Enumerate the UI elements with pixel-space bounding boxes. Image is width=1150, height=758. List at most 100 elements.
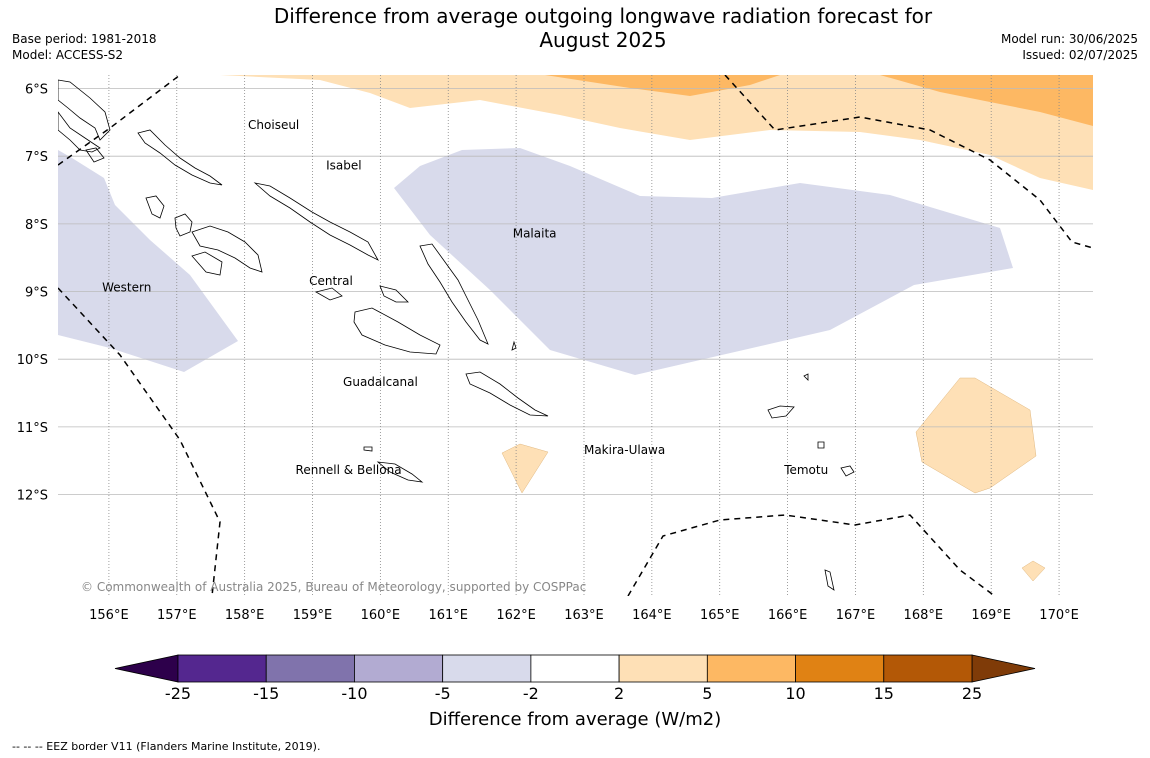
- island-outline-ranongga: [191, 251, 223, 276]
- lon-tick-label: 158°E: [225, 608, 265, 623]
- island-outline-russell: [379, 285, 409, 303]
- colorbar-segment: [883, 654, 973, 683]
- lat-tick-label: 8°S: [25, 218, 48, 233]
- anomaly-fields: [58, 75, 1093, 582]
- colorbar-segment: [530, 654, 620, 683]
- island-outline-temotu-small-4: [824, 569, 835, 591]
- colorbar-tick-label: 2: [614, 684, 624, 703]
- eez-border-northeast: [724, 75, 1093, 249]
- olr-positive-strong-top-right: [880, 75, 1093, 126]
- province-label: Guadalcanal: [343, 375, 418, 389]
- island-outline-temotu-small-3: [803, 373, 809, 381]
- colorbar-segment: [354, 654, 444, 683]
- island-outline-bougainville-north: [58, 111, 101, 153]
- colorbar-tick-label: 5: [702, 684, 712, 703]
- lat-tick-label: 6°S: [25, 83, 48, 98]
- colorbar-segment: [706, 654, 796, 683]
- island-outline-temotu-small-1: [840, 465, 855, 477]
- colorbar-segment: [442, 654, 532, 683]
- colorbar-segment: [618, 654, 708, 683]
- colorbar-tick-label: -25: [165, 684, 191, 703]
- island-outline-new-georgia: [174, 213, 193, 237]
- province-label: Malaita: [513, 226, 557, 240]
- island-outline-santa-cruz: [767, 405, 795, 419]
- run-info: Model run: 30/06/2025 Issued: 02/07/2025: [1001, 31, 1138, 63]
- lon-tick-label: 157°E: [157, 608, 197, 623]
- lat-tick-label: 11°S: [17, 421, 48, 436]
- province-label: Central: [309, 274, 353, 288]
- colorbar-segment: [177, 654, 267, 683]
- title-line-1: Difference from average outgoing longwav…: [273, 4, 933, 28]
- island-outline-bougainville-tip: [58, 79, 111, 141]
- colorbar-tick-label: -5: [435, 684, 451, 703]
- colorbar-tick-label: 25: [962, 684, 982, 703]
- latitude-axis: 6°S 7°S 8°S 9°S 10°S 11°S 12°S: [17, 83, 48, 504]
- colorbar: -25 -15 -10 -5 -2 2 5 10 15 25: [114, 654, 1036, 703]
- province-label: Choiseul: [248, 118, 299, 132]
- island-outline-malaita: [419, 243, 489, 345]
- olr-positive-region-top: [220, 75, 1093, 190]
- gridlines: [58, 75, 1093, 596]
- lon-tick-label: 166°E: [768, 608, 808, 623]
- colorbar-tick-label: -10: [341, 684, 367, 703]
- lon-tick-label: 170°E: [1039, 608, 1079, 623]
- colorbar-tick-label: -2: [523, 684, 539, 703]
- colorbar-label: Difference from average (W/m2): [428, 709, 722, 730]
- eez-border-west: [58, 287, 221, 596]
- lat-tick-label: 10°S: [17, 353, 48, 368]
- lat-tick-label: 12°S: [17, 489, 48, 504]
- island-outline-isabel: [253, 182, 379, 261]
- island-outline-ontong-java: [85, 147, 105, 163]
- olr-positive-region-southeast: [915, 377, 1037, 494]
- coastlines: [58, 79, 855, 591]
- olr-negative-region-central: [394, 148, 1013, 375]
- base-period: Base period: 1981-2018: [12, 32, 157, 46]
- lon-tick-label: 164°E: [632, 608, 672, 623]
- island-outline-western-group: [191, 225, 263, 273]
- base-info: Base period: 1981-2018 Model: ACCESS-S2: [12, 31, 157, 63]
- lat-tick-label: 7°S: [25, 150, 48, 165]
- island-outline-choiseul: [137, 129, 223, 186]
- province-label: Isabel: [326, 159, 361, 173]
- province-label: Temotu: [783, 463, 828, 477]
- model-name: Model: ACCESS-S2: [12, 48, 124, 62]
- province-label: Makira-Ulawa: [584, 443, 665, 457]
- lon-tick-label: 156°E: [89, 608, 129, 623]
- model-run-date: Model run: 30/06/2025: [1000, 32, 1138, 46]
- lon-tick-label: 167°E: [836, 608, 876, 623]
- map-area: [58, 75, 1093, 596]
- copyright-text: © Commonwealth of Australia 2025, Bureau…: [81, 580, 587, 594]
- lat-tick-label: 9°S: [25, 286, 48, 301]
- lon-tick-label: 169°E: [971, 608, 1011, 623]
- island-outline-vella-lavella: [145, 195, 165, 219]
- issued-date: Issued: 02/07/2025: [1022, 48, 1138, 62]
- island-outline-guadalcanal: [353, 307, 441, 355]
- eez-borders: [58, 75, 1093, 596]
- island-outline-florida: [314, 287, 343, 301]
- colorbar-over-arrow: [971, 654, 1036, 683]
- eez-border-south: [627, 514, 996, 596]
- lon-tick-label: 162°E: [496, 608, 536, 623]
- chart-title: Difference from average outgoing longwav…: [200, 4, 1006, 52]
- lon-tick-label: 168°E: [904, 608, 944, 623]
- island-outline-bellona: [363, 446, 373, 452]
- place-labels: Choiseul Isabel Malaita Western Central Guada…: [102, 118, 828, 477]
- olr-positive-region-small: [1021, 560, 1046, 582]
- colorbar-tick-label: -15: [253, 684, 279, 703]
- title-line-2: August 2025: [539, 28, 667, 52]
- olr-positive-region-south: [501, 443, 549, 494]
- lon-tick-label: 163°E: [564, 608, 604, 623]
- province-label: Western: [102, 281, 151, 295]
- colorbar-tick-label: 10: [785, 684, 805, 703]
- lon-tick-label: 160°E: [361, 608, 401, 623]
- lon-tick-label: 159°E: [293, 608, 333, 623]
- eez-border-north: [58, 75, 181, 166]
- lon-tick-label: 161°E: [428, 608, 468, 623]
- colorbar-segment: [795, 654, 885, 683]
- province-label: Rennell & Bellona: [296, 463, 402, 477]
- eez-legend-footnote: -- -- -- EEZ border V11 (Flanders Marine…: [12, 740, 321, 753]
- olr-positive-strong-top-center: [545, 75, 780, 96]
- island-outline-rennell: [376, 461, 424, 483]
- island-outline-temotu-small-2: [817, 441, 825, 449]
